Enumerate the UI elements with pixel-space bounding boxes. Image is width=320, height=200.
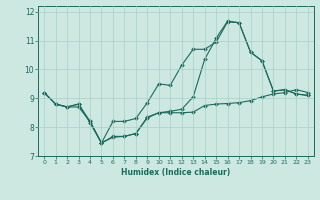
X-axis label: Humidex (Indice chaleur): Humidex (Indice chaleur) xyxy=(121,168,231,177)
